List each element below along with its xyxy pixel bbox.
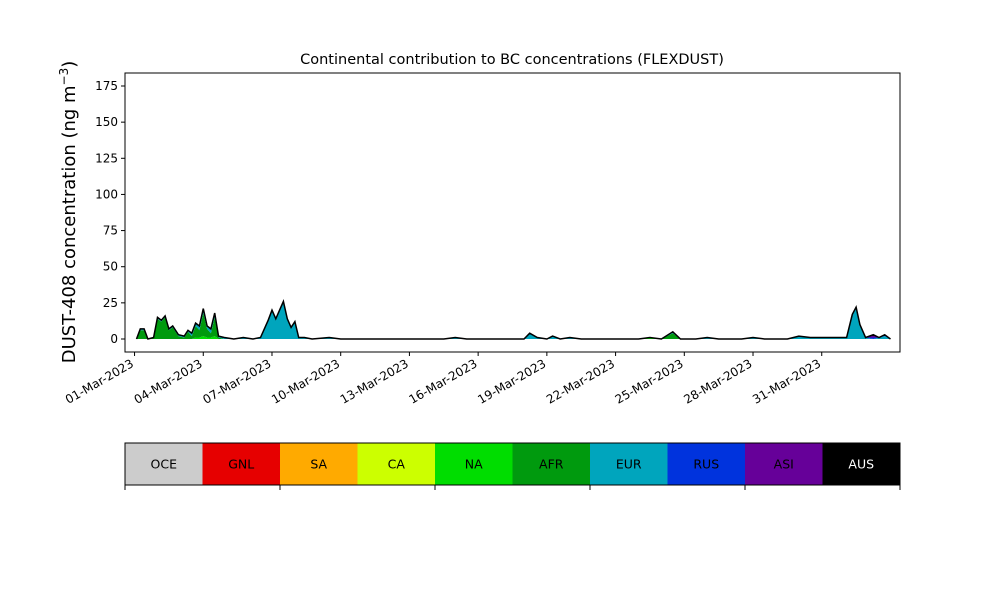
- y-axis-label: DUST-408 concentration (ng m−3): [57, 61, 80, 364]
- area-afr: [136, 313, 891, 339]
- x-tick-label: 28-Mar-2023: [681, 356, 754, 406]
- legend-label: ASI: [774, 457, 794, 472]
- y-tick-label: 125: [95, 151, 118, 165]
- y-tick-label: 100: [95, 187, 118, 201]
- legend-label: GNL: [228, 457, 254, 472]
- legend-swatch-afr: [512, 443, 591, 485]
- y-tick-label: 175: [95, 79, 118, 93]
- legend-label: SA: [310, 457, 327, 472]
- legend-swatch-oce: [125, 443, 203, 485]
- y-tick-label: 75: [103, 224, 118, 238]
- y-tick-label: 50: [103, 260, 118, 274]
- x-tick-label: 10-Mar-2023: [269, 356, 342, 406]
- y-tick-label: 25: [103, 296, 118, 310]
- x-tick-label: 13-Mar-2023: [338, 356, 411, 406]
- area-na: [136, 336, 891, 339]
- total-line: [135, 298, 891, 340]
- legend-swatch-gnl: [202, 443, 281, 485]
- legend-label: OCE: [151, 457, 178, 472]
- x-tick-label: 25-Mar-2023: [613, 356, 686, 406]
- y-axis-label-superscript: −3: [57, 68, 71, 86]
- chart-title: Continental contribution to BC concentra…: [300, 52, 724, 68]
- legend: OCE GNL SA CA NA AFR EUR RUS ASI AUS: [124, 442, 901, 490]
- y-axis-label-close: ): [59, 61, 80, 68]
- legend-frame: [124, 442, 901, 486]
- plot-area: [136, 301, 891, 339]
- x-tick-label: 19-Mar-2023: [475, 356, 548, 406]
- legend-label: CA: [388, 457, 406, 472]
- area-eur: [136, 301, 891, 339]
- legend-label: NA: [465, 457, 483, 472]
- y-axis: 0 25 50 75 100 125 150 175: [95, 79, 125, 346]
- x-axis: 01-Mar-202304-Mar-202307-Mar-202310-Mar-…: [63, 352, 823, 407]
- x-tick-label: 31-Mar-2023: [750, 356, 823, 406]
- legend-swatch-eur: [590, 443, 668, 485]
- y-axis-label-main: DUST-408 concentration (ng m: [59, 85, 80, 363]
- y-tick-label: 0: [110, 332, 118, 346]
- legend-label: RUS: [693, 457, 719, 472]
- total-outline: [135, 298, 891, 340]
- legend-swatch-rus: [667, 443, 746, 485]
- legend-label: AUS: [848, 457, 874, 472]
- legend-swatch-asi: [745, 443, 823, 485]
- x-tick-label: 16-Mar-2023: [407, 356, 480, 406]
- legend-label: EUR: [616, 457, 642, 472]
- x-tick-label: 07-Mar-2023: [200, 356, 273, 406]
- legend-label: AFR: [539, 457, 564, 472]
- legend-swatch-sa: [280, 443, 358, 485]
- area-rus: [136, 301, 891, 339]
- legend-swatch-na: [435, 443, 513, 485]
- legend-swatch-aus: [822, 443, 901, 485]
- y-tick-label: 150: [95, 115, 118, 129]
- legend-swatch-ca: [357, 443, 436, 485]
- x-tick-label: 04-Mar-2023: [132, 356, 205, 406]
- x-tick-label: 22-Mar-2023: [544, 356, 617, 406]
- area-asi: [136, 301, 891, 339]
- plot-frame: [124, 72, 901, 353]
